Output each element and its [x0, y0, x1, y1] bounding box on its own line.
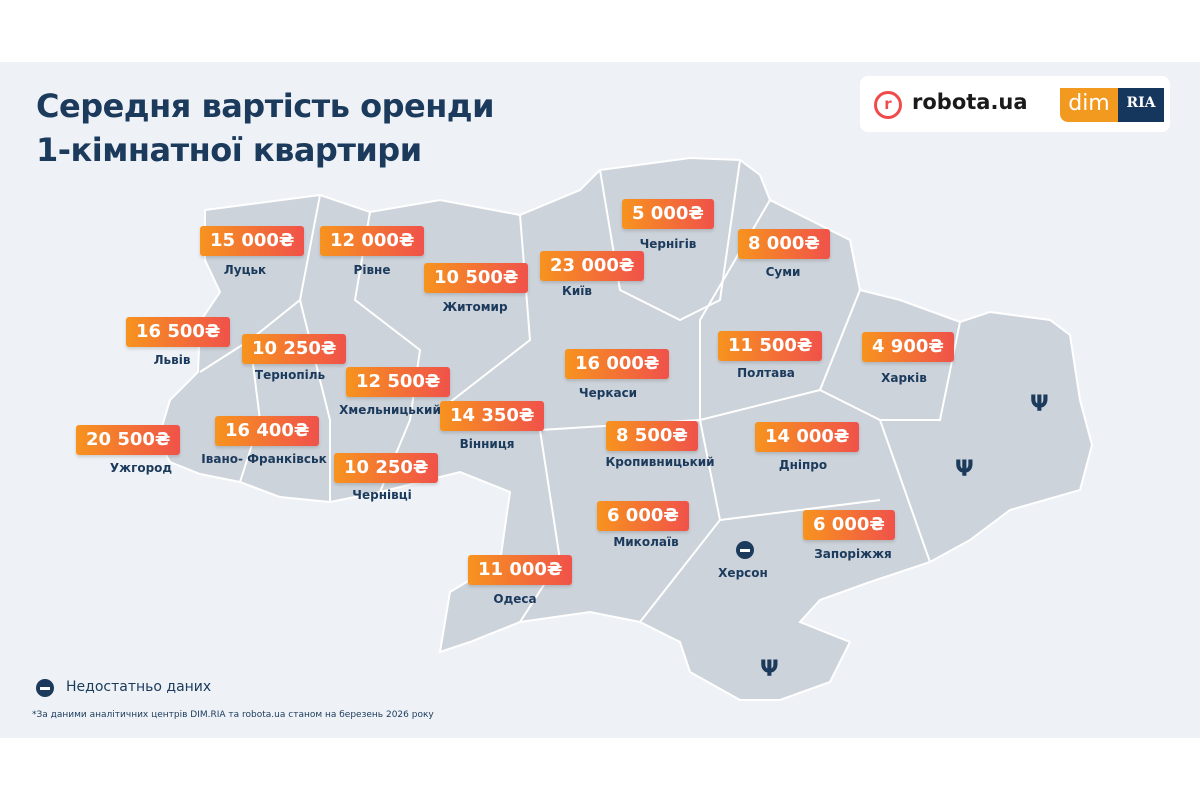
price-badge: 14 000₴	[755, 422, 860, 452]
price-badge: 8 500₴	[606, 421, 698, 451]
price-badge: 11 000₴	[468, 555, 573, 585]
city-label: Полтава	[737, 366, 795, 380]
city-label: Запоріжжя	[814, 547, 892, 561]
city-label: Черкаси	[578, 386, 638, 400]
price-badge: 14 350₴	[440, 401, 545, 431]
city-label: Тернопіль	[254, 368, 326, 382]
page-title: Середня вартість оренди 1-кімнатної квар…	[36, 84, 495, 172]
city-label: Івано- Франківськ	[201, 452, 327, 466]
no-data-icon	[736, 541, 754, 559]
price-badge: 10 250₴	[334, 453, 439, 483]
price-badge: 16 400₴	[215, 416, 320, 446]
city-label: Ужгород	[109, 461, 173, 475]
title-line-2: 1-кімнатної квартири	[36, 131, 422, 169]
city-label-kherson: Херсон	[718, 566, 768, 580]
city-label: Одеса	[493, 592, 537, 606]
trident-icon: Ψ	[1030, 392, 1049, 417]
ria-logo: RIA	[1118, 88, 1164, 122]
minus-circle-icon	[36, 679, 54, 697]
city-label: Чернігів	[639, 237, 697, 251]
trident-icon: Ψ	[760, 657, 779, 682]
city-label: Харків	[881, 371, 927, 385]
city-label: Кропивницький	[605, 455, 715, 469]
price-badge: 4 900₴	[862, 332, 954, 362]
price-badge: 16 000₴	[565, 349, 670, 379]
price-badge: 6 000₴	[597, 501, 689, 531]
robota-logo: robota.ua	[912, 90, 1028, 114]
trident-icon: Ψ	[955, 457, 974, 482]
city-label: Вінниця	[459, 437, 515, 451]
price-badge: 6 000₴	[803, 510, 895, 540]
robota-logo-icon: r	[874, 91, 902, 119]
city-label: Суми	[765, 265, 801, 279]
city-label: Київ	[562, 284, 592, 298]
price-badge: 11 500₴	[718, 331, 823, 361]
city-label: Хмельницький	[339, 403, 441, 417]
legend-no-data: Недостатньо даних	[66, 679, 212, 695]
title-line-1: Середня вартість оренди	[36, 87, 495, 125]
price-badge: 16 500₴	[126, 317, 231, 347]
price-badge: 20 500₴	[76, 425, 181, 455]
city-label: Рівне	[353, 263, 391, 277]
city-label: Миколаїв	[613, 535, 679, 549]
price-badge: 10 250₴	[242, 334, 347, 364]
price-badge: 10 500₴	[424, 263, 529, 293]
dim-logo: dim	[1060, 88, 1118, 122]
footnote: *За даними аналітичних центрів DIM.RIA т…	[32, 710, 434, 720]
city-label: Житомир	[442, 300, 508, 314]
price-badge: 23 000₴	[540, 251, 645, 281]
logos-bar: r robota.ua dim RIA	[860, 76, 1170, 132]
city-label: Львів	[153, 353, 191, 367]
price-badge: 12 500₴	[346, 367, 451, 397]
price-badge: 12 000₴	[320, 226, 425, 256]
price-badge: 5 000₴	[622, 199, 714, 229]
city-label: Чернівці	[352, 488, 412, 502]
city-label: Луцьк	[223, 263, 267, 277]
price-badge: 15 000₴	[200, 226, 305, 256]
city-label: Дніпро	[778, 458, 828, 472]
price-badge: 8 000₴	[738, 229, 830, 259]
